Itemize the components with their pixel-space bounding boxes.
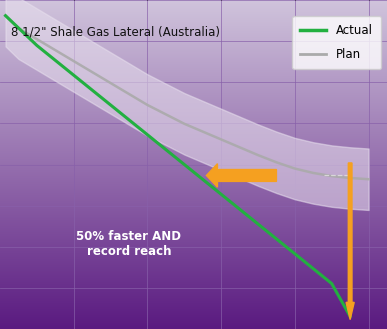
Text: 50% faster AND
record reach: 50% faster AND record reach	[77, 230, 182, 258]
FancyArrow shape	[206, 164, 276, 187]
Text: 8 1/2" Shale Gas Lateral (Australia): 8 1/2" Shale Gas Lateral (Australia)	[11, 25, 220, 38]
Legend: Actual, Plan: Actual, Plan	[292, 16, 381, 69]
FancyArrow shape	[346, 163, 354, 319]
